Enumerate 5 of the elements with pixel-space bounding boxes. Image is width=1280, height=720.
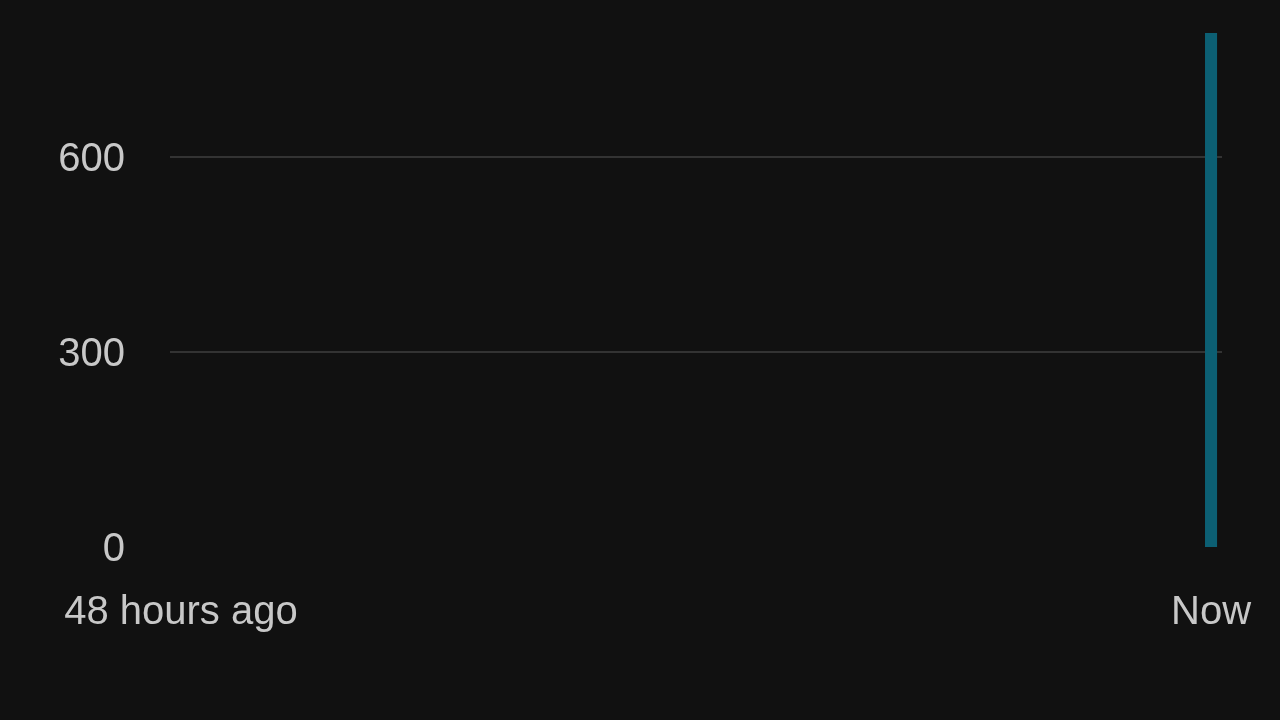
x-tick-label: Now xyxy=(1171,588,1252,632)
y-tick-label: 600 xyxy=(58,134,125,179)
y-tick-label: 300 xyxy=(58,329,125,374)
y-tick-label: 0 xyxy=(102,525,125,569)
x-tick-label: 48 hours ago xyxy=(64,588,298,632)
